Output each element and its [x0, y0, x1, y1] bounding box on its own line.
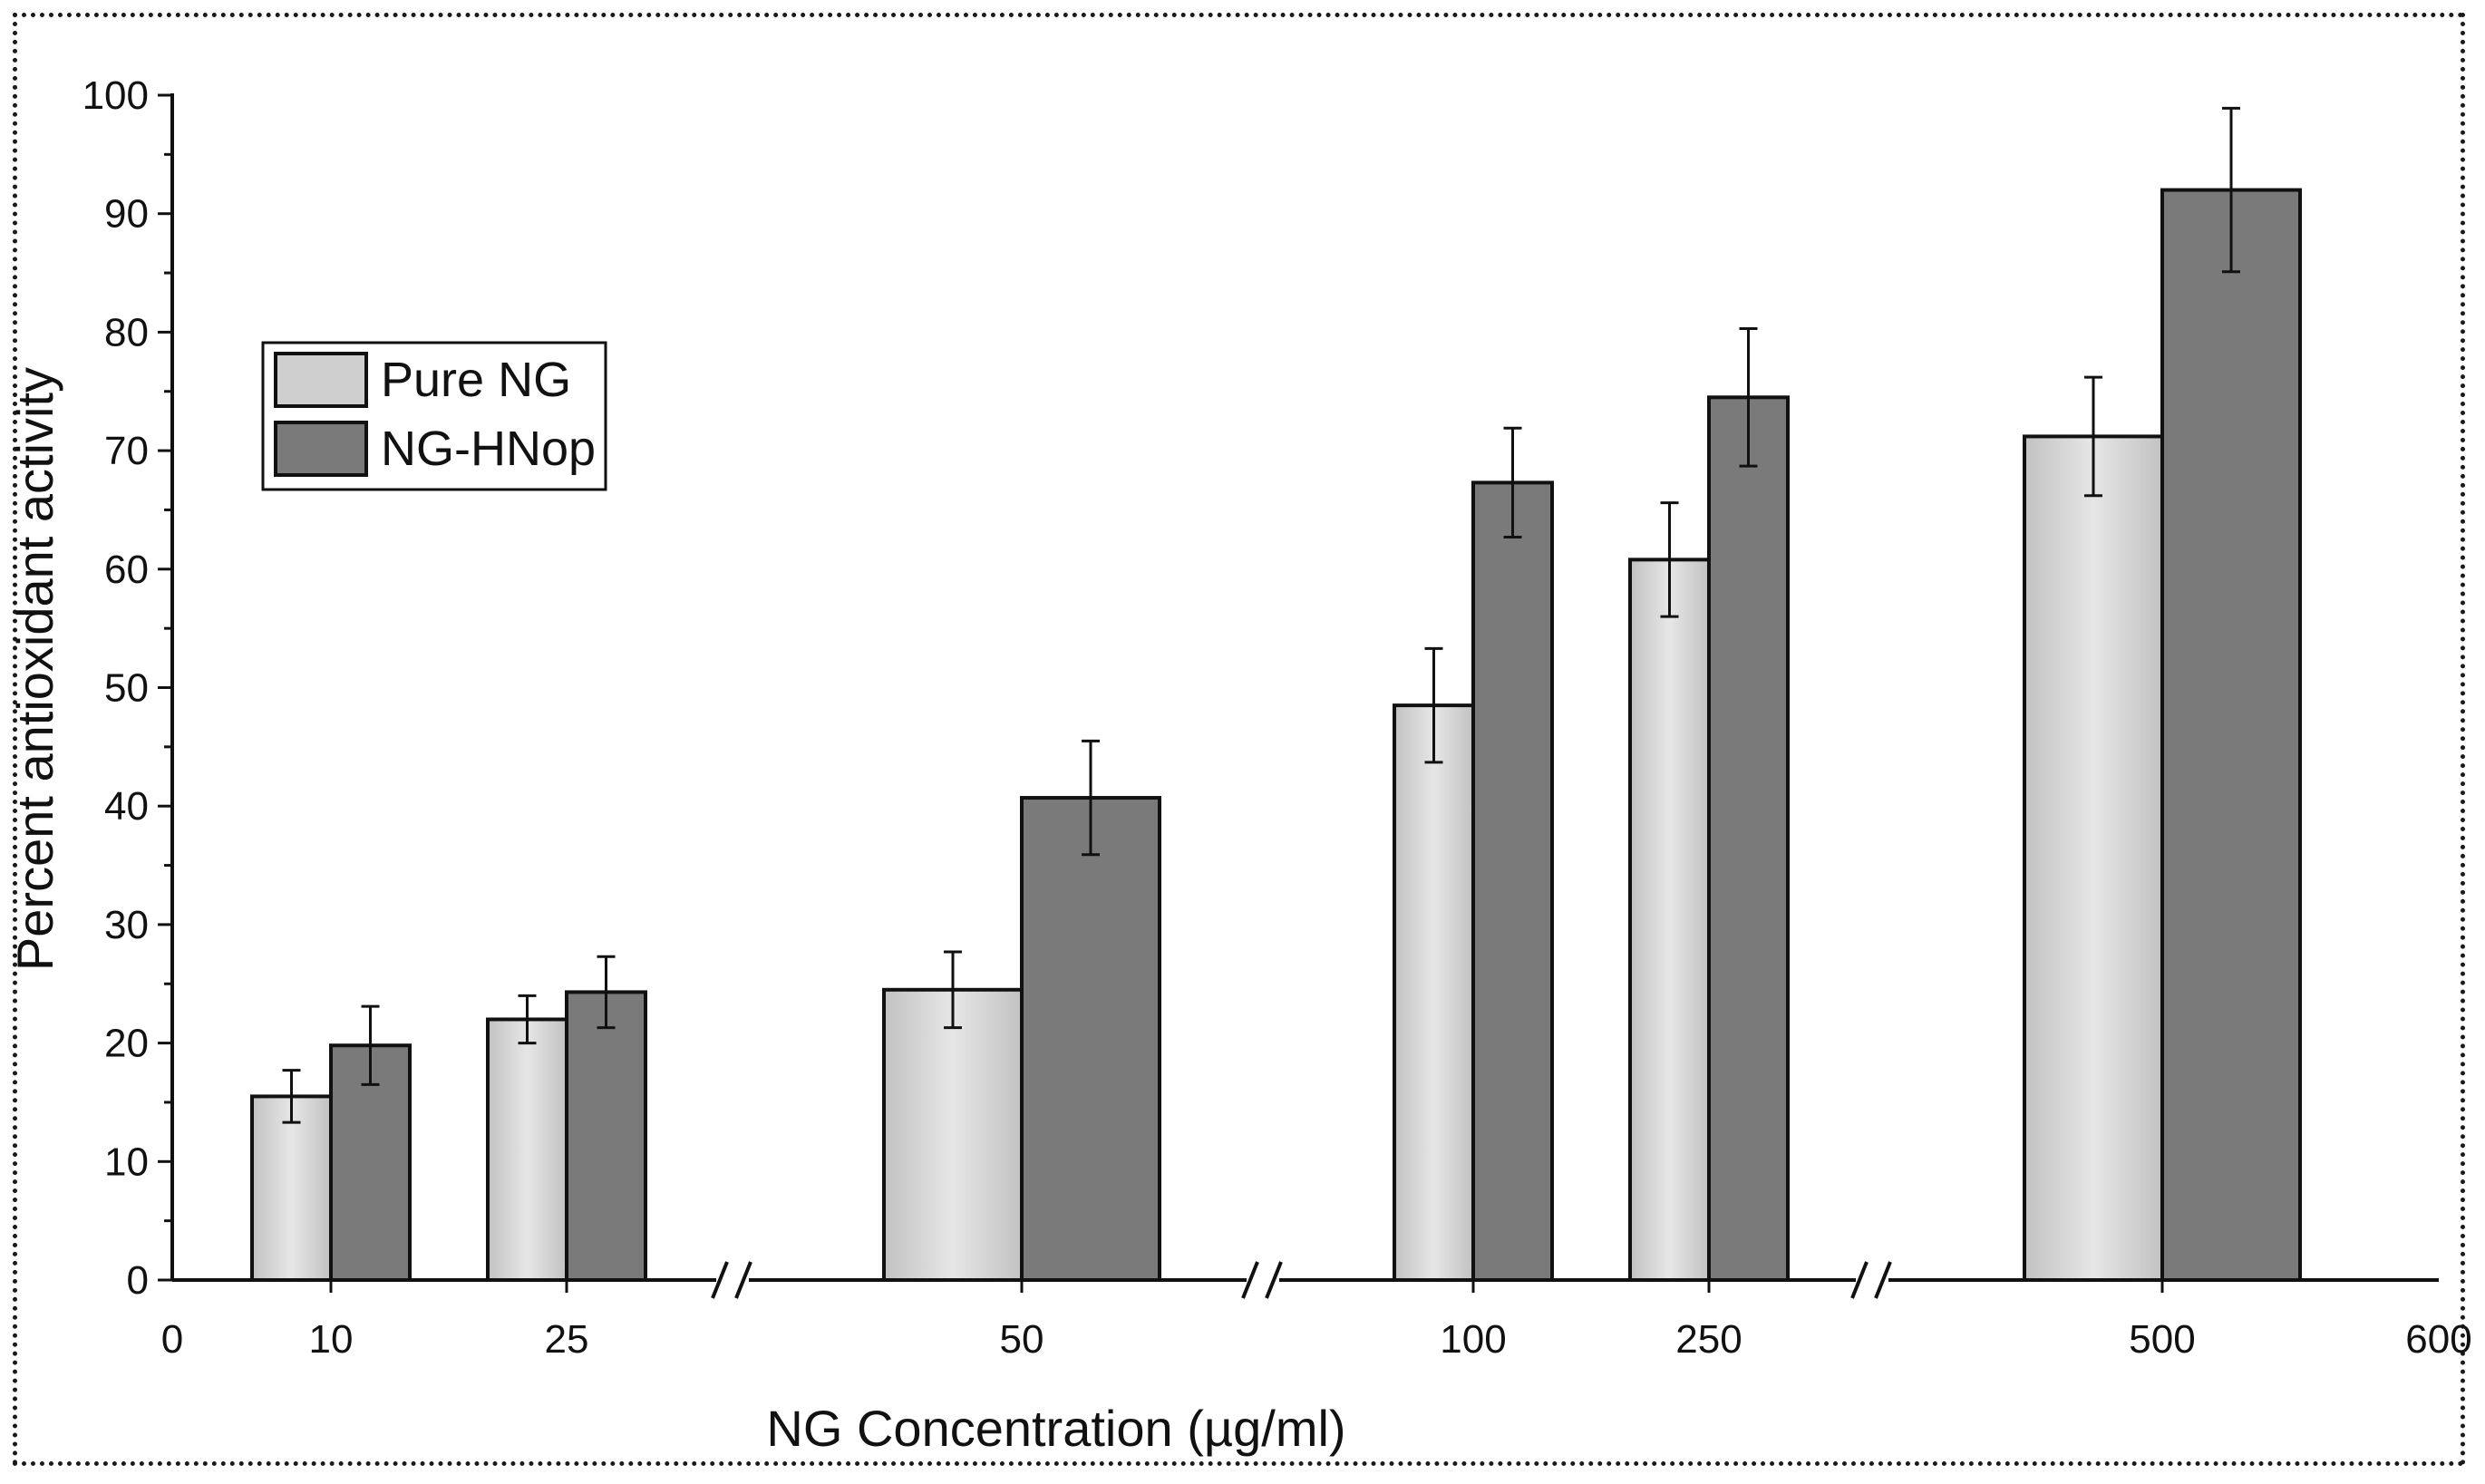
bar-ng-hnop-100: [1471, 480, 1554, 1282]
axis-break-slash: [1874, 1261, 1892, 1299]
bar-pure-ng-500: [2023, 434, 2164, 1282]
x-tick-label-start: 0: [161, 1317, 183, 1362]
y-tick-label-10: 10: [104, 1140, 149, 1184]
legend-swatch-pure-ng: [274, 352, 368, 408]
bar-ng-hnop-500: [2160, 188, 2302, 1282]
axis-break-slash: [1850, 1261, 1869, 1299]
axis-break-slash: [734, 1261, 752, 1299]
legend: Pure NG NG-HNop: [261, 341, 607, 491]
legend-label-pure-ng: Pure NG: [381, 353, 571, 407]
bar-pure-ng-250: [1628, 558, 1711, 1282]
bar-pure-ng-25: [486, 1017, 568, 1282]
x-tick-label-end: 600: [2405, 1317, 2471, 1362]
y-tick-label-80: 80: [104, 310, 149, 354]
axis-break-slash: [711, 1261, 729, 1299]
legend-swatch-ng-hnop: [274, 421, 368, 477]
axis-break-1: [711, 1261, 752, 1299]
axis-break-2: [1241, 1261, 1283, 1299]
bar-pure-ng-100: [1393, 703, 1475, 1282]
x-tick-label-500: 500: [2129, 1317, 2195, 1362]
x-tick-label-100: 100: [1440, 1317, 1506, 1362]
x-tick-label-50: 50: [1000, 1317, 1044, 1362]
ticks-layer: 10 25 50 100 250 500 0 600 0 10 20 30 40 50 60 70 80 90 10…: [83, 73, 2472, 1362]
y-tick-label-50: 50: [104, 666, 149, 711]
bar-ng-hnop-50: [1020, 796, 1161, 1282]
x-tick-label-10: 10: [309, 1317, 354, 1362]
y-tick-label-0: 0: [127, 1258, 149, 1303]
x-tick-label-250: 250: [1675, 1317, 1742, 1362]
y-axis-title: Percent antioxidant activity: [6, 367, 63, 971]
y-tick-label-90: 90: [104, 192, 149, 237]
axis-break-slash: [1241, 1261, 1259, 1299]
legend-label-ng-hnop: NG-HNop: [381, 422, 596, 476]
error-bars-layer: [282, 106, 2240, 1124]
axis-break-3: [1850, 1261, 1892, 1299]
bar-ng-hnop-250: [1707, 395, 1790, 1283]
axis-break-slash: [1265, 1261, 1283, 1299]
bar-pure-ng-50: [882, 987, 1024, 1283]
y-tick-label-60: 60: [104, 548, 149, 592]
bar-pure-ng-10: [250, 1094, 333, 1283]
y-tick-label-30: 30: [104, 903, 149, 947]
x-tick-label-25: 25: [545, 1317, 589, 1362]
y-tick-label-40: 40: [104, 784, 149, 829]
y-tick-label-70: 70: [104, 429, 149, 473]
x-axis-title: NG Concentration (µg/ml): [766, 1400, 1345, 1457]
figure-border: [13, 13, 2465, 1466]
y-tick-label-20: 20: [104, 1022, 149, 1066]
axis-breaks-layer: [711, 1261, 1892, 1299]
y-tick-label-100: 100: [83, 73, 149, 118]
bar-ng-hnop-25: [565, 990, 647, 1283]
